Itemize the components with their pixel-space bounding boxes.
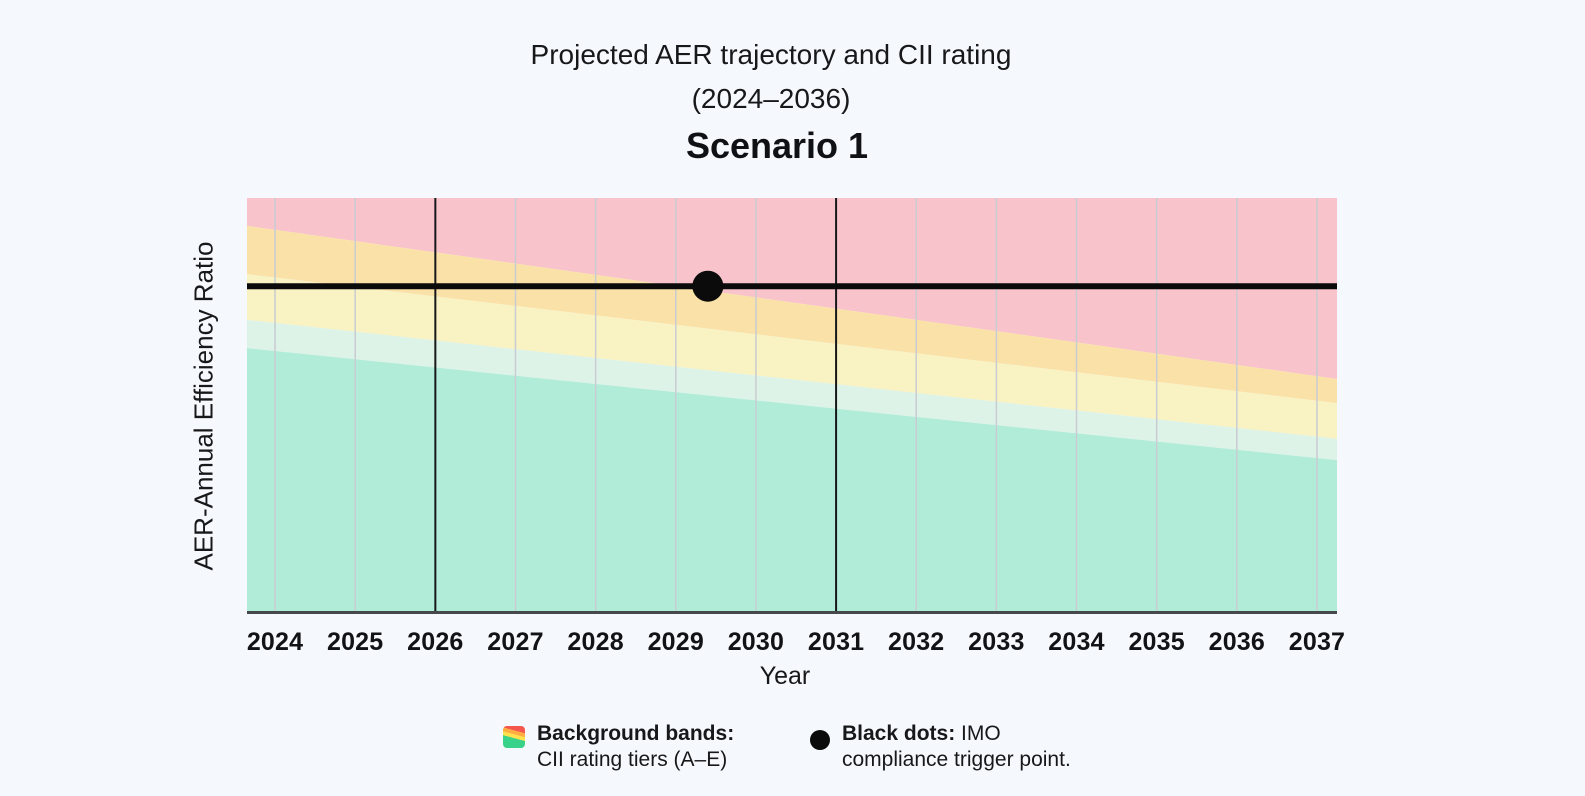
band-c [247, 274, 1337, 439]
x-tick-label-2037: 2037 [1288, 628, 1346, 656]
legend-dots-label: Black dots: IMO compliance trigger point… [842, 721, 1112, 773]
band-a [247, 348, 1337, 614]
cii-bands-swatch-icon [503, 726, 525, 748]
legend-dots-label-prefix: Black dots: [842, 722, 956, 745]
x-axis-title: Year [759, 662, 811, 690]
legend-bands-label-text: CII rating tiers (A–E) [537, 748, 728, 771]
legend-bands-label-prefix: Background bands: [537, 722, 735, 745]
x-tick-label-2029: 2029 [647, 628, 704, 656]
x-axis-ticks: 2024 2025 2026 2027 2028 2029 2030 2031 2032 2033… [0, 628, 1585, 658]
legend-bands-label: Background bands: CII rating tiers (A–E) [537, 721, 759, 773]
x-tick-label-2032: 2032 [888, 628, 945, 656]
x-tick-label-2033: 2033 [968, 628, 1025, 656]
plot-area [247, 198, 1337, 614]
x-tick-label-2035: 2035 [1128, 628, 1185, 656]
x-tick-label-2025: 2025 [326, 628, 384, 656]
x-tick-label-2024: 2024 [246, 628, 304, 656]
black-dot-icon [810, 730, 830, 750]
cii-band-chart [247, 198, 1337, 614]
y-axis-label: AER-Annual Efficiency Ratio [188, 241, 219, 571]
chart-title-line1: Projected AER trajectory and CII rating [530, 39, 1012, 70]
x-tick-label-2026: 2026 [407, 628, 464, 656]
scenario-subtitle: Scenario 1 [685, 125, 869, 166]
x-tick-label-2036: 2036 [1208, 628, 1266, 656]
band-d [247, 225, 1337, 404]
band-b [247, 319, 1337, 461]
legend-dots-label-text: IMO compliance trigger point. [842, 722, 1071, 771]
x-tick-label-2034: 2034 [1048, 628, 1105, 656]
x-tick-label-2031: 2031 [807, 628, 865, 656]
x-tick-label-2030: 2030 [727, 628, 785, 656]
x-tick-label-2027: 2027 [487, 628, 544, 656]
chart-title-line2: (2024–2036) [691, 83, 851, 114]
x-tick-label-2028: 2028 [567, 628, 624, 656]
compliance-trigger-dot [692, 270, 724, 302]
